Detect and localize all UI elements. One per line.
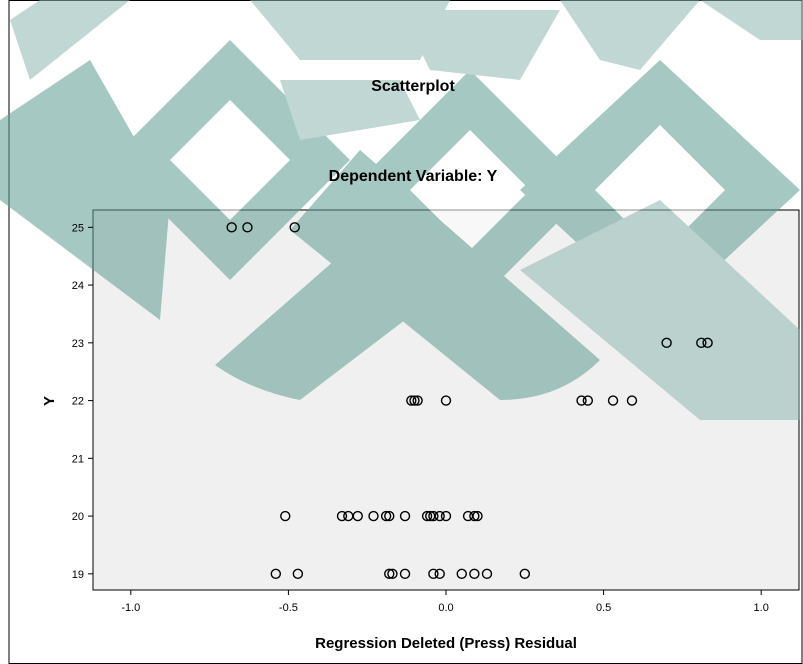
data-point [242, 222, 253, 233]
y-axis: 19 20 21 22 23 24 25 [72, 222, 93, 581]
data-point [336, 510, 348, 522]
data-point [368, 510, 379, 522]
data-point [434, 510, 445, 522]
x-axis-title: Regression Deleted (Press) Residual [315, 635, 577, 652]
data-point [409, 395, 420, 406]
y-axis-title: Y [41, 396, 58, 406]
data-point [582, 395, 594, 406]
data-point [399, 510, 411, 522]
data-point [696, 337, 707, 349]
data-point [384, 568, 395, 580]
data-point [387, 568, 398, 580]
data-point [469, 510, 480, 522]
data-point [270, 568, 282, 580]
y-tick-label: 21 [72, 453, 84, 465]
data-point [412, 395, 423, 406]
data-point [289, 222, 300, 233]
data-point [421, 510, 433, 522]
x-tick-label: -0.5 [279, 602, 298, 614]
data-point [481, 568, 493, 580]
data-point [352, 510, 363, 522]
data-points [226, 222, 713, 580]
y-tick-label: 23 [72, 338, 84, 350]
data-point [472, 510, 483, 522]
y-tick-label: 19 [72, 569, 84, 581]
data-point [399, 568, 411, 580]
y-tick-label: 20 [72, 511, 84, 523]
y-tick-label: 22 [72, 396, 84, 408]
data-point [280, 510, 291, 522]
x-axis: -1.0 -0.5 0.0 0.5 1.0 [121, 590, 769, 614]
x-tick-label: 1.0 [754, 602, 769, 614]
data-point [626, 395, 638, 406]
data-point [607, 395, 619, 406]
x-tick-label: -1.0 [121, 602, 140, 614]
data-point [434, 568, 445, 580]
data-point [469, 568, 480, 580]
data-point [406, 395, 417, 406]
data-point [428, 510, 439, 522]
y-tick-label: 25 [72, 222, 84, 234]
data-point [702, 337, 713, 349]
data-point [661, 337, 672, 349]
data-point [384, 510, 395, 522]
data-point [576, 395, 587, 406]
watermark-logo [0, 0, 803, 420]
chart-title: Scatterplot [371, 78, 455, 95]
data-point [226, 222, 237, 233]
data-point [440, 510, 452, 522]
x-tick-label: 0.5 [596, 602, 611, 614]
chart-subtitle: Dependent Variable: Y [329, 168, 498, 185]
data-point [456, 568, 467, 580]
data-point [440, 395, 452, 406]
data-point [428, 568, 439, 580]
data-point [519, 568, 530, 580]
data-point [292, 568, 304, 580]
y-tick-label: 24 [72, 280, 84, 292]
data-point [380, 510, 392, 522]
x-tick-label: 0.0 [438, 602, 453, 614]
